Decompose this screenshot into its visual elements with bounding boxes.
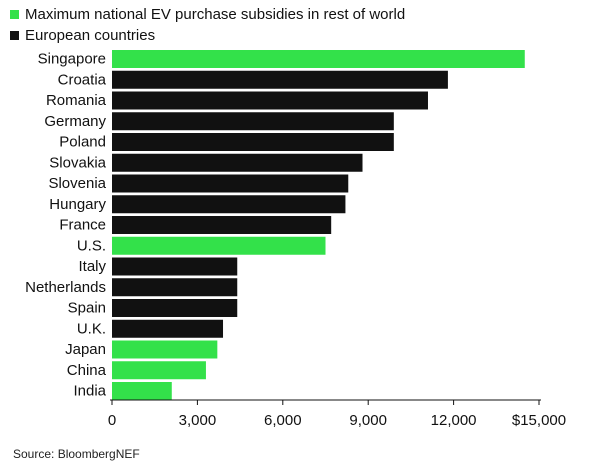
category-label-u-s: U.S. (77, 237, 106, 254)
bar-netherlands (112, 278, 238, 297)
category-label-japan: Japan (65, 341, 106, 358)
x-tick-label-2: 6,000 (264, 412, 302, 429)
legend-item-european-countries: European countries (10, 25, 405, 46)
category-label-france: France (59, 217, 106, 234)
x-tick-label-4: 12,000 (431, 412, 477, 429)
category-label-spain: Spain (68, 300, 106, 317)
category-label-hungary: Hungary (49, 196, 106, 213)
bar-slovenia (112, 174, 349, 193)
legend-swatch-rest-of-world (10, 10, 19, 19)
bar-singapore (112, 50, 525, 68)
bar-u-s (112, 236, 326, 255)
category-label-singapore: Singapore (38, 51, 106, 68)
bar-india (112, 382, 172, 400)
legend-swatch-european-countries (10, 31, 19, 40)
bar-japan (112, 340, 218, 359)
category-label-netherlands: Netherlands (25, 279, 106, 296)
legend: Maximum national EV purchase subsidies i… (10, 4, 405, 46)
x-tick-label-0: 0 (108, 412, 116, 429)
bar-poland (112, 133, 394, 151)
category-label-italy: Italy (78, 258, 106, 275)
bar-hungary (112, 195, 346, 214)
bar-italy (112, 257, 238, 276)
category-label-u-k: U.K. (77, 320, 106, 337)
x-tick-label-3: 9,000 (349, 412, 387, 429)
bar-china (112, 361, 206, 380)
category-label-slovakia: Slovakia (49, 154, 106, 171)
category-label-slovenia: Slovenia (48, 175, 106, 192)
bar-romania (112, 91, 428, 110)
x-tick-label-5: $15,000 (512, 412, 566, 429)
category-label-poland: Poland (59, 134, 106, 151)
legend-label-european-countries: European countries (25, 27, 156, 44)
bar-france (112, 216, 332, 234)
legend-label-rest-of-world: Maximum national EV purchase subsidies i… (25, 6, 406, 23)
bar-slovakia (112, 153, 363, 172)
bar-germany (112, 112, 394, 131)
source-note: Source: BloombergNEF (13, 447, 140, 461)
bar-u-k (112, 319, 224, 338)
category-label-romania: Romania (46, 92, 107, 109)
category-label-india: India (73, 383, 106, 400)
category-label-germany: Germany (44, 113, 106, 130)
bar-spain (112, 299, 238, 317)
bar-croatia (112, 70, 448, 89)
legend-item-rest-of-world: Maximum national EV purchase subsidies i… (10, 4, 405, 25)
x-tick-label-1: 3,000 (179, 412, 217, 429)
category-label-croatia: Croatia (58, 71, 107, 88)
category-label-china: China (67, 362, 107, 379)
